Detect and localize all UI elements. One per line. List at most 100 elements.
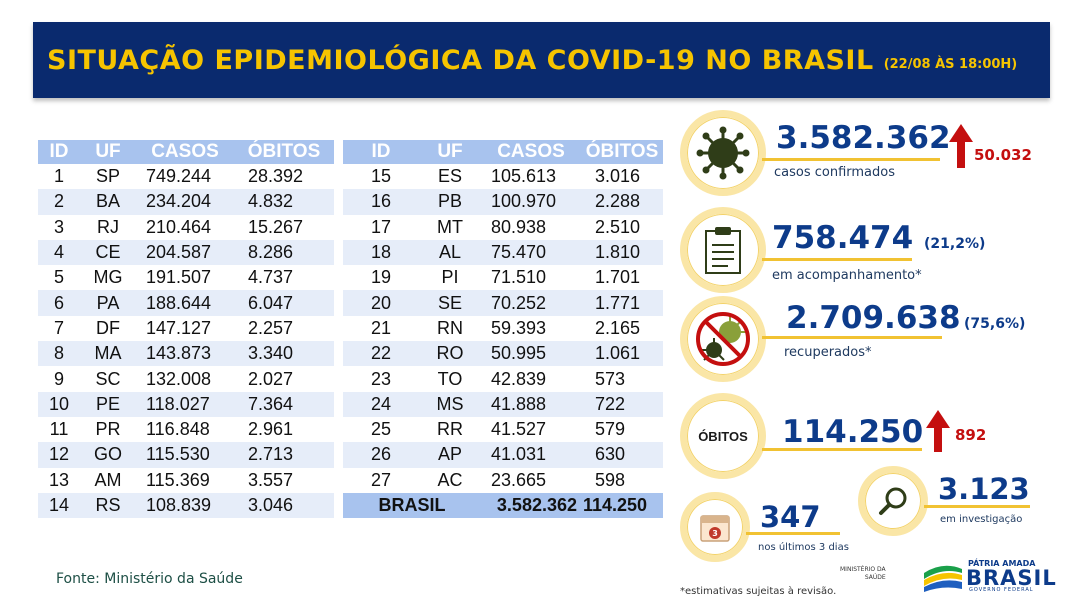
- cell-casos: 115.530: [136, 442, 234, 468]
- cell-obitos: 1.771: [581, 290, 663, 316]
- cell-obitos: 28.392: [248, 166, 304, 187]
- brazil-flag-icon: [924, 565, 962, 592]
- states-table-left: ID UF CASOS ÓBITOS 1 SP 749.244 28.392 2 BA 23…: [38, 140, 334, 519]
- cell-id: 24: [343, 391, 419, 417]
- cell-uf: RJ: [97, 216, 119, 237]
- cell-obitos: 2.257: [248, 317, 294, 338]
- table-header-row: ID UF CASOS ÓBITOS: [38, 140, 334, 164]
- ultimos-label: nos últimos 3 dias: [758, 542, 849, 553]
- total-casos: 3.582.362: [481, 492, 581, 519]
- underline-obitos: [762, 448, 922, 451]
- cell-uf: GO: [80, 442, 136, 468]
- cell-obitos: 2.713: [234, 442, 334, 468]
- cell-id: 13: [48, 469, 70, 490]
- total-obitos: 114.250: [581, 492, 663, 519]
- cell-obitos: 598: [595, 469, 626, 490]
- patria-amada-brasil-logo: PÁTRIA AMADA BRASIL GOVERNO FEDERAL: [922, 558, 1056, 594]
- cell-uf: RO: [419, 341, 481, 367]
- arrow-up-icon: [926, 410, 950, 452]
- confirmados-increase: 50.032: [974, 146, 1032, 164]
- cell-uf: MT: [437, 216, 463, 237]
- col-id: ID: [38, 140, 80, 164]
- cell-id: 14: [38, 492, 80, 519]
- cell-obitos: 3.340: [234, 341, 334, 367]
- table-row: 21 RN 59.393 2.165: [343, 316, 663, 341]
- magnifier-circle: [858, 466, 928, 536]
- cell-id: 12: [38, 442, 80, 468]
- confirmados-value: 3.582.362: [776, 120, 951, 156]
- arrow-up-icon: [949, 124, 973, 168]
- cell-casos: 143.873: [136, 341, 234, 367]
- cell-obitos: 579: [595, 419, 626, 440]
- cell-id: 27: [370, 469, 392, 490]
- page-title: SITUAÇÃO EPIDEMIOLÓGICA DA COVID-19 NO B…: [47, 44, 874, 76]
- cell-id: 16: [343, 189, 419, 215]
- table-row: 1 SP 749.244 28.392: [38, 164, 334, 189]
- col-uf: UF: [419, 140, 481, 164]
- acompanhamento-label: em acompanhamento*: [772, 268, 922, 283]
- col-obitos: ÓBITOS: [234, 140, 334, 164]
- table-row: 4 CE 204.587 8.286: [38, 239, 334, 266]
- cell-casos: 188.644: [136, 290, 234, 316]
- page-subtitle: (22/08 ÀS 18:00H): [883, 56, 1018, 72]
- obitos-badge: ÓBITOS: [698, 428, 748, 444]
- calendar-circle: 3: [680, 492, 750, 562]
- cell-obitos: 3.557: [248, 469, 294, 490]
- source-text: Fonte: Ministério da Saúde: [56, 571, 243, 587]
- cell-obitos: 722: [581, 391, 663, 417]
- no-virus-icon: [696, 312, 750, 366]
- cell-casos: 749.244: [146, 166, 212, 187]
- table-row: 11 PR 116.848 2.961: [38, 417, 334, 442]
- table-row: 2 BA 234.204 4.832: [38, 189, 334, 215]
- cell-id: 6: [38, 290, 80, 316]
- obitos-increase: 892: [955, 426, 987, 444]
- ministerio-line2: SAÚDE: [864, 574, 886, 581]
- investigacao-value: 3.123: [938, 472, 1030, 506]
- underline-confirmados: [762, 158, 940, 161]
- cell-obitos: 2.165: [595, 317, 641, 338]
- cell-casos: 80.938: [491, 216, 547, 237]
- cell-obitos: 1.810: [581, 239, 663, 266]
- cell-uf: AP: [419, 442, 481, 468]
- table-row: 18 AL 75.470 1.810: [343, 239, 663, 266]
- cell-obitos: 573: [595, 368, 626, 389]
- obitos-value: 114.250: [782, 414, 924, 450]
- cell-uf: SE: [419, 290, 481, 316]
- cell-id: 25: [370, 419, 392, 440]
- total-label: BRASIL: [343, 492, 481, 519]
- recuperados-value: 2.709.638: [786, 300, 961, 336]
- cell-uf: PE: [80, 391, 136, 417]
- cell-casos: 70.252: [481, 290, 581, 316]
- investigacao-label: em investigação: [940, 514, 1023, 525]
- cell-obitos: 2.961: [248, 419, 294, 440]
- clipboard-circle: [680, 207, 766, 293]
- cell-id: 22: [343, 341, 419, 367]
- cell-id: 9: [53, 368, 64, 389]
- cell-uf: AM: [94, 469, 122, 490]
- cell-obitos: 3.046: [234, 492, 334, 519]
- cell-casos: 105.613: [491, 166, 557, 187]
- cell-id: 26: [343, 442, 419, 468]
- underline-ultimos: [746, 532, 840, 535]
- cell-id: 3: [53, 216, 64, 237]
- table-row: 16 PB 100.970 2.288: [343, 189, 663, 215]
- cell-uf: RN: [437, 317, 463, 338]
- table-row: 3 RJ 210.464 15.267: [38, 215, 334, 240]
- cell-obitos: 8.286: [234, 239, 334, 266]
- cell-id: 21: [370, 317, 392, 338]
- cell-uf: PR: [95, 419, 121, 440]
- table-row: 19 PI 71.510 1.701: [343, 265, 663, 290]
- underline-investigacao: [924, 505, 1030, 508]
- cell-uf: ES: [437, 166, 462, 187]
- cell-id: 1: [53, 166, 64, 187]
- cell-casos: 147.127: [146, 317, 212, 338]
- cell-obitos: 1.701: [595, 267, 641, 288]
- pab-brasil-text: BRASIL: [966, 566, 1057, 590]
- pab-top-text: PÁTRIA AMADA: [968, 559, 1036, 568]
- cell-uf: CE: [80, 239, 136, 266]
- ministerio-line1: MINISTÉRIO DA: [840, 566, 886, 573]
- ultimos-value: 347: [760, 500, 821, 534]
- acompanhamento-value: 758.474: [772, 220, 914, 256]
- cell-obitos: 2.027: [248, 368, 294, 389]
- cell-id: 8: [38, 341, 80, 367]
